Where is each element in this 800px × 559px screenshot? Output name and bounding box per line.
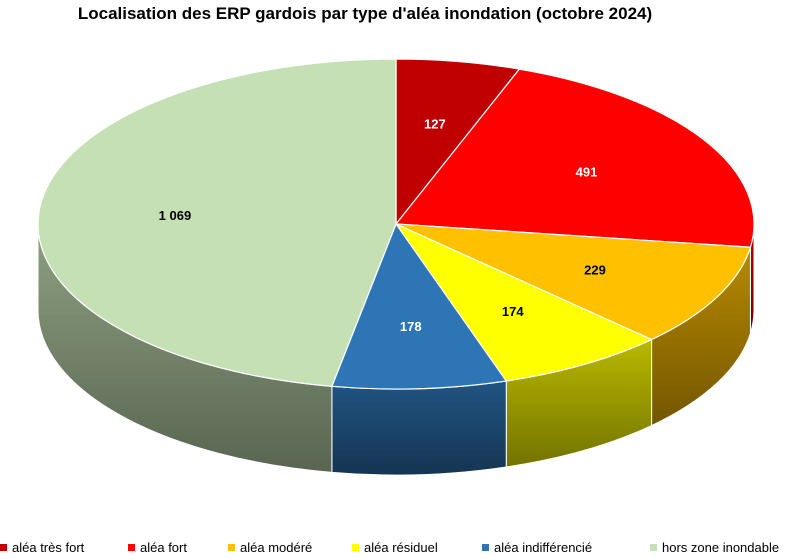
legend-label-1: aléa fort: [140, 540, 187, 555]
legend-swatch-1: [128, 544, 135, 552]
data-label-3: 174: [502, 304, 524, 319]
pie-slice-1: [394, 68, 755, 248]
data-label-0: 127: [424, 116, 446, 131]
data-label-4: 178: [400, 319, 422, 334]
data-label-2: 229: [584, 262, 606, 277]
legend: aléa très fort aléa fort aléa modéré aléa r…: [0, 540, 800, 559]
legend-swatch-0: [0, 544, 7, 552]
legend-label-0: aléa très fort: [12, 540, 85, 555]
legend-label-3: aléa résiduel: [364, 540, 438, 555]
legend-label-2: aléa modéré: [240, 540, 313, 555]
legend-swatch-4: [482, 544, 489, 552]
legend-item-5: hors zone inondable: [650, 540, 779, 555]
legend-item-4: aléa indifférencié: [482, 540, 592, 555]
pie-slice-2: [395, 223, 752, 341]
legend-label-5: hors zone inondable: [662, 540, 780, 555]
legend-swatch-3: [352, 544, 359, 552]
pie-side-4: [331, 380, 507, 476]
pie-slice-3: [394, 222, 654, 382]
pie-slice-4: [331, 222, 508, 390]
legend-item-1: aléa fort: [128, 540, 187, 555]
pie-chart: 127 491 229 174 178 1 069: [37, 58, 755, 476]
legend-item-0: aléa très fort: [0, 540, 84, 555]
chart-title: Localisation des ERP gardois par type d'…: [77, 4, 653, 23]
data-label-5: 1 069: [159, 208, 192, 223]
data-label-1: 491: [576, 165, 598, 180]
legend-label-4: aléa indifférencié: [494, 540, 593, 555]
legend-item-2: aléa modéré: [228, 540, 312, 555]
legend-swatch-5: [650, 544, 657, 552]
legend-swatch-2: [228, 544, 235, 552]
pie-slice-5: [37, 58, 397, 387]
legend-item-3: aléa résiduel: [352, 540, 438, 555]
